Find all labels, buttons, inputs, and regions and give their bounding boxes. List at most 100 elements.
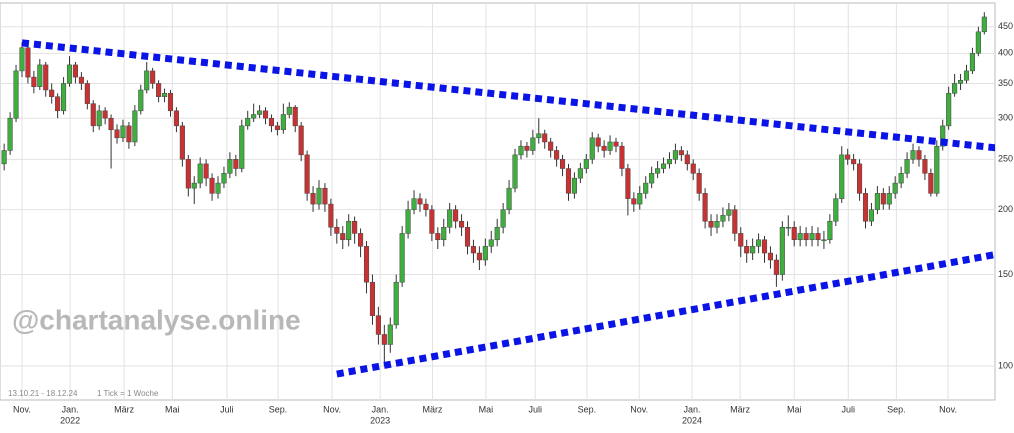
- candle-body: [791, 226, 797, 241]
- candle-body: [655, 168, 661, 174]
- candle-body: [7, 117, 13, 151]
- candle-body: [191, 182, 197, 189]
- candle-body: [90, 103, 96, 127]
- x-tick-label: März: [730, 404, 750, 414]
- candle-body: [114, 129, 120, 139]
- candle-body: [209, 177, 215, 194]
- y-tick-label: 150: [998, 269, 1013, 279]
- candle-body: [785, 226, 791, 229]
- x-tick-label: März: [114, 404, 134, 414]
- candle-body: [910, 150, 916, 160]
- candle-body: [399, 233, 405, 283]
- candle-body: [625, 168, 631, 199]
- candle-body: [767, 252, 774, 261]
- candle-body: [405, 209, 411, 234]
- candle-body: [239, 125, 245, 169]
- y-tick-label: 300: [998, 113, 1013, 123]
- candle-body: [714, 220, 720, 228]
- candle-body: [619, 145, 625, 169]
- x-tick-label: Nov.: [323, 404, 341, 414]
- candle-body: [138, 89, 144, 112]
- candle-body: [257, 110, 263, 115]
- candle-body: [565, 168, 572, 194]
- candle-body: [637, 193, 643, 205]
- plot-area: [0, 2, 996, 401]
- candle-body: [833, 198, 839, 222]
- candle-body: [952, 83, 958, 94]
- candle-body: [613, 141, 619, 147]
- candle-body: [696, 173, 702, 194]
- candle-body: [934, 145, 940, 194]
- candle-body: [227, 159, 233, 174]
- candle-body: [607, 141, 613, 151]
- candle-body: [185, 159, 191, 189]
- candle-body: [441, 226, 447, 241]
- candle-body: [732, 209, 738, 234]
- candle-body: [886, 193, 892, 205]
- candle-body: [156, 83, 162, 97]
- candle-body: [120, 125, 126, 139]
- candle-body: [821, 239, 827, 242]
- trendline: [336, 251, 995, 378]
- y-tick-label: 250: [998, 154, 1013, 164]
- candle-body: [643, 182, 649, 194]
- candle-body: [179, 125, 185, 160]
- x-tick-label: Mai: [479, 404, 494, 414]
- x-tick-label: Nov.: [630, 404, 648, 414]
- x-tick-label: Juli: [842, 404, 856, 414]
- candle-body: [251, 114, 257, 119]
- candle-body: [233, 159, 239, 169]
- candle-body: [583, 159, 589, 169]
- candle-body: [969, 53, 975, 72]
- candle-body: [203, 163, 209, 179]
- candle-body: [684, 154, 690, 165]
- candle-body: [589, 137, 595, 160]
- x-tick-label: Mai: [165, 404, 180, 414]
- candle-body: [161, 93, 168, 97]
- x-tick-label: März: [422, 404, 442, 414]
- candle-body: [649, 173, 655, 184]
- candle-body: [167, 93, 174, 112]
- candle-body: [340, 233, 346, 241]
- candle-body: [150, 70, 156, 84]
- x-tick-label: Jan.: [372, 404, 389, 414]
- candle-body: [726, 209, 732, 216]
- candle-body: [957, 79, 964, 84]
- candle-body: [197, 163, 203, 184]
- candle-body: [268, 117, 275, 127]
- candle-body: [678, 150, 684, 156]
- candle-body: [963, 70, 970, 81]
- candle-body: [666, 159, 673, 165]
- candle-body: [346, 220, 352, 241]
- candle-body: [738, 233, 744, 247]
- candle-body: [328, 203, 334, 228]
- candle-body: [815, 233, 821, 241]
- candle-body: [720, 215, 726, 222]
- candle-body: [464, 226, 471, 247]
- candle-body: [215, 182, 221, 194]
- candle-body: [144, 70, 150, 91]
- tick-note: 1 Tick = 1 Woche: [97, 389, 159, 398]
- candle-body: [387, 324, 393, 345]
- candle-body: [518, 145, 524, 156]
- candle-body: [381, 334, 387, 345]
- candle-body: [862, 193, 869, 222]
- candle-body: [536, 133, 542, 139]
- candle-body: [744, 246, 750, 254]
- candle-body: [750, 246, 756, 254]
- x-tick-label: Mai: [787, 404, 802, 414]
- candle-body: [423, 203, 429, 210]
- candle-body: [292, 106, 298, 127]
- candle-body: [506, 187, 512, 210]
- candle-body: [839, 154, 845, 199]
- candle-body: [975, 31, 981, 54]
- candle-body: [363, 246, 370, 283]
- candle-body: [72, 64, 78, 78]
- candle-body: [310, 193, 316, 205]
- candle-body: [756, 239, 762, 247]
- x-tick-label: Jan.: [62, 404, 79, 414]
- x-tick-year: 2023: [370, 415, 390, 425]
- candle-body: [459, 220, 465, 228]
- candle-body: [803, 233, 809, 241]
- candle-body: [55, 96, 61, 112]
